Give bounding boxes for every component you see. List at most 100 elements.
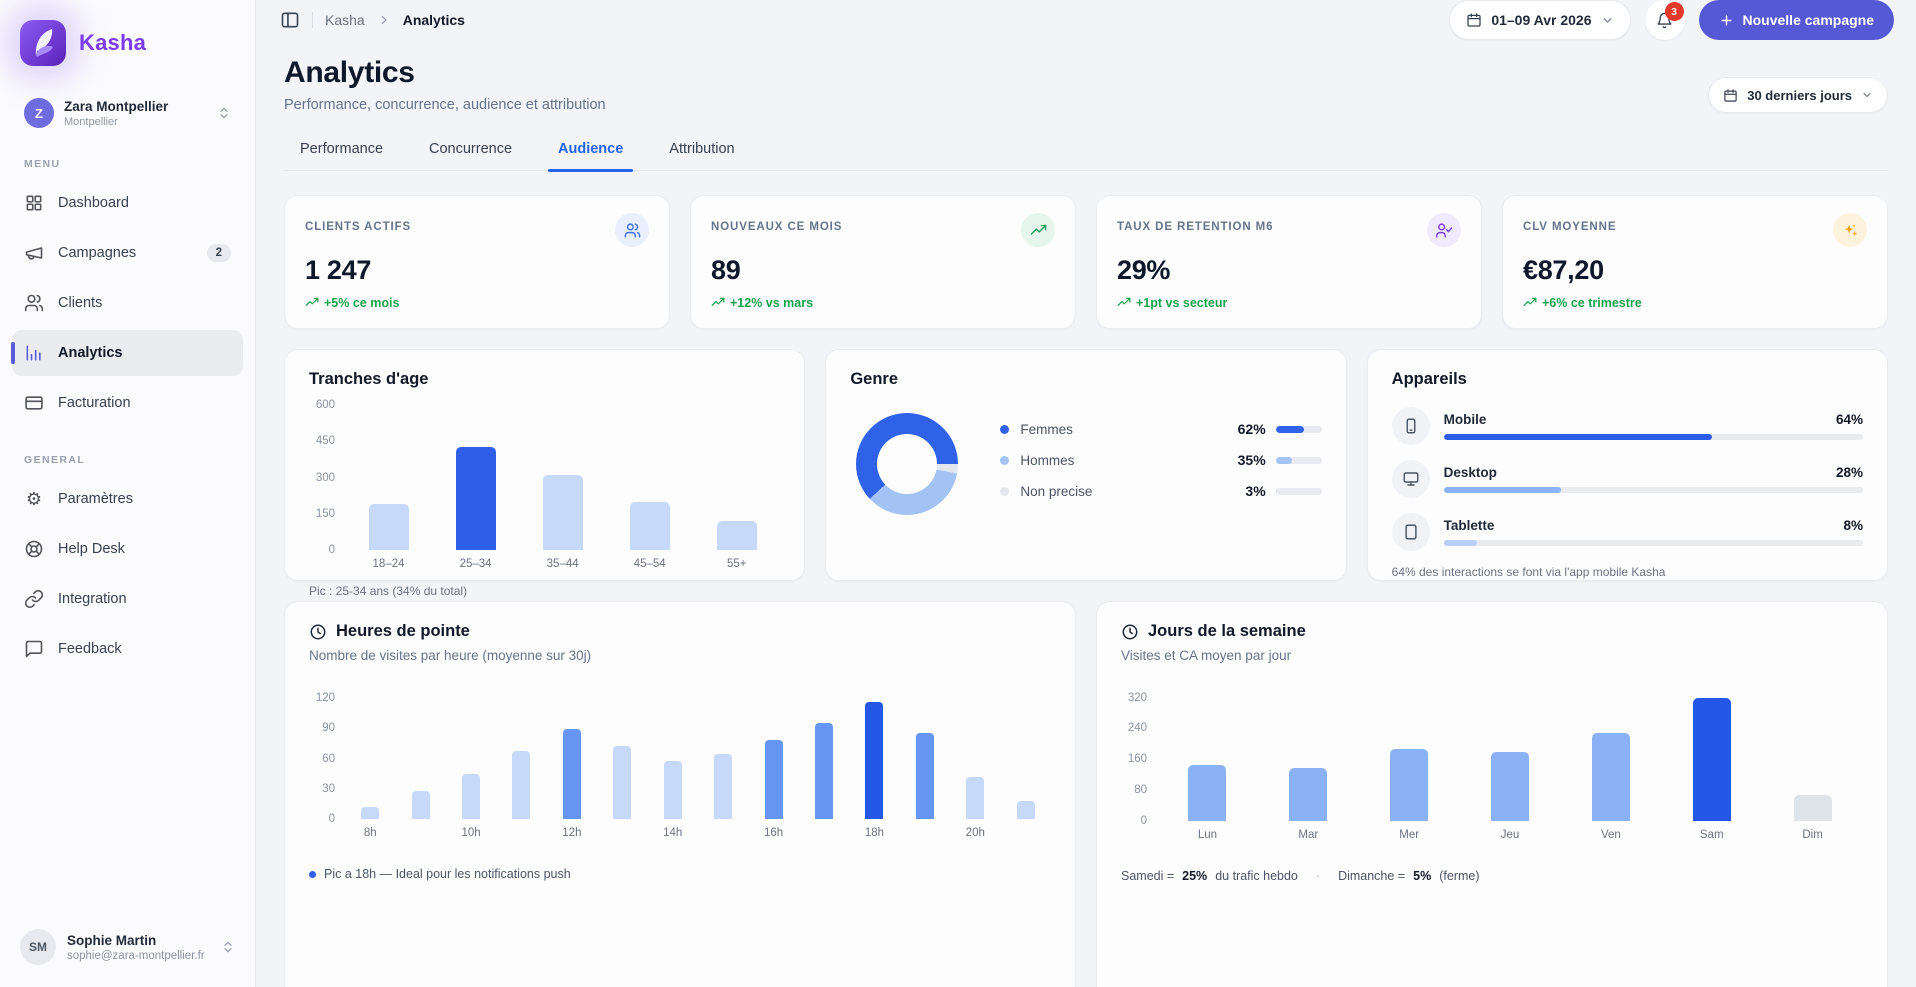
chart-subtitle: Nombre de visites par heure (moyenne sur… bbox=[309, 648, 592, 663]
sidebar-item-label: Integration bbox=[58, 591, 127, 607]
sidebar-item-facturation[interactable]: Facturation bbox=[12, 380, 243, 426]
bar bbox=[629, 502, 670, 550]
x-axis-label: 18–24 bbox=[372, 558, 405, 570]
y-axis-tick: 80 bbox=[1134, 784, 1147, 797]
trending-up-icon bbox=[1523, 296, 1537, 310]
workspace-switcher[interactable]: Z Zara Montpellier Montpellier bbox=[16, 92, 239, 134]
sidebar-toggle-button[interactable] bbox=[280, 10, 300, 30]
hours-bar-chart: 0 30 60 90 120 bbox=[309, 692, 1051, 825]
x-axis-label: Mer bbox=[1399, 829, 1420, 841]
device-value: 28% bbox=[1835, 464, 1863, 480]
bar bbox=[613, 746, 632, 819]
kpi-value: €87,20 bbox=[1523, 255, 1604, 285]
x-axis-label: 16h bbox=[763, 827, 784, 839]
date-range-label: 01–09 Avr 2026 bbox=[1491, 12, 1592, 28]
user-menu[interactable]: SM Sophie Martin sophie@zara-montpellier… bbox=[12, 921, 243, 973]
sidebar-item-analytics[interactable]: Analytics bbox=[11, 330, 243, 376]
devices-card: Appareils Mobile 64% bbox=[1366, 349, 1888, 581]
new-campaign-label: Nouvelle campagne bbox=[1742, 12, 1875, 28]
x-axis-label: 55+ bbox=[727, 558, 747, 570]
x-axis-label: 10h bbox=[461, 827, 481, 839]
chevron-down-icon bbox=[1861, 89, 1873, 101]
tab-attribution[interactable]: Attribution bbox=[669, 141, 735, 157]
chart-title: Tranches d'age bbox=[309, 370, 429, 388]
legend-value: 3% bbox=[1245, 483, 1266, 499]
user-check-icon bbox=[1427, 213, 1461, 247]
device-label: Mobile bbox=[1443, 411, 1487, 427]
sidebar-item-parametres[interactable]: ⚙ Paramètres bbox=[12, 476, 243, 522]
x-axis-label bbox=[1000, 827, 1050, 839]
tab-concurrence[interactable]: Concurrence bbox=[429, 141, 513, 157]
bar bbox=[1188, 765, 1227, 821]
users-icon bbox=[615, 213, 649, 247]
kpi-trend-label: +1pt vs secteur bbox=[1136, 296, 1228, 310]
y-axis-tick: 90 bbox=[322, 722, 335, 735]
chart-title: Genre bbox=[850, 370, 899, 388]
trending-up-icon bbox=[1117, 296, 1131, 310]
sidebar-item-campagnes[interactable]: Campagnes 2 bbox=[12, 230, 243, 276]
kpi-label: CLIENTS ACTIFS bbox=[305, 221, 412, 233]
clock-icon bbox=[309, 623, 327, 641]
x-axis-label: Dim bbox=[1802, 829, 1823, 841]
device-value: 8% bbox=[1843, 517, 1863, 533]
sidebar-item-clients[interactable]: Clients bbox=[12, 280, 243, 326]
workspace-location: Montpellier bbox=[64, 115, 118, 128]
x-axis-label: 35–44 bbox=[546, 558, 579, 570]
tab-audience[interactable]: Audience bbox=[548, 133, 634, 172]
device-value: 64% bbox=[1835, 411, 1863, 427]
new-campaign-button[interactable]: Nouvelle campagne bbox=[1698, 0, 1894, 40]
chart-footnote: 64% des interactions se font via l'app m… bbox=[1391, 565, 1666, 579]
period-selector[interactable]: 30 derniers jours bbox=[1708, 77, 1888, 113]
trending-up-icon bbox=[711, 296, 725, 310]
footnote-text: Dimanche = bbox=[1338, 869, 1406, 883]
trending-up-icon bbox=[1021, 213, 1055, 247]
sidebar-item-feedback[interactable]: Feedback bbox=[12, 626, 243, 672]
legend-mini-bar bbox=[1275, 487, 1322, 495]
tab-performance[interactable]: Performance bbox=[300, 141, 384, 157]
footnote-separator: · bbox=[1315, 869, 1321, 883]
y-axis-tick: 0 bbox=[328, 813, 335, 825]
x-axis-label: 12h bbox=[562, 827, 582, 839]
device-row-mobile: Mobile 64% bbox=[1391, 407, 1863, 445]
breadcrumb-root[interactable]: Kasha bbox=[325, 12, 365, 28]
legend-value: 62% bbox=[1237, 421, 1266, 437]
users-icon bbox=[24, 293, 44, 313]
kpi-label: TAUX DE RETENTION M6 bbox=[1117, 221, 1274, 233]
monitor-icon bbox=[1391, 460, 1430, 498]
footnote-text: (ferme) bbox=[1439, 869, 1480, 883]
sidebar-item-integration[interactable]: Integration bbox=[12, 576, 243, 622]
y-axis-tick: 600 bbox=[315, 399, 335, 411]
genre-legend: Femmes 62% Hommes 35% Non precis bbox=[1000, 413, 1322, 499]
notifications-button[interactable]: 3 bbox=[1644, 0, 1685, 40]
sidebar-item-dashboard[interactable]: Dashboard bbox=[12, 180, 243, 226]
campagnes-count-badge: 2 bbox=[206, 244, 231, 262]
bar bbox=[562, 729, 581, 819]
y-axis-tick: 60 bbox=[322, 752, 335, 765]
x-axis-label bbox=[395, 827, 445, 839]
kpi-trend-label: +12% vs mars bbox=[730, 296, 814, 310]
kpi-row: CLIENTS ACTIFS 1 247 +5% ce mois NOUVEAU… bbox=[284, 195, 1888, 329]
y-axis-tick: 0 bbox=[328, 544, 335, 556]
bar bbox=[455, 447, 496, 550]
general-section-label: GENERAL bbox=[24, 454, 86, 466]
sidebar-item-help-desk[interactable]: Help Desk bbox=[12, 526, 243, 572]
bar bbox=[865, 702, 884, 819]
y-axis-tick: 240 bbox=[1127, 722, 1147, 735]
bar bbox=[411, 791, 430, 819]
date-range-picker[interactable]: 01–09 Avr 2026 bbox=[1449, 0, 1631, 40]
bar bbox=[764, 740, 783, 819]
device-row-tablette: Tablette 8% bbox=[1391, 513, 1863, 551]
kpi-card-nouveaux: NOUVEAUX CE MOIS 89 +12% vs mars bbox=[690, 195, 1076, 329]
bar bbox=[1793, 795, 1832, 821]
sidebar: Kasha Z Zara Montpellier Montpellier MEN… bbox=[0, 0, 256, 987]
chart-subtitle: Visites et CA moyen par jour bbox=[1121, 648, 1292, 663]
x-axis-label: 25–34 bbox=[459, 558, 492, 570]
sidebar-item-label: Dashboard bbox=[58, 195, 129, 211]
footnote-strong: 5% bbox=[1413, 869, 1432, 883]
smartphone-icon bbox=[1391, 407, 1430, 445]
x-axis-label: 45–54 bbox=[633, 558, 666, 570]
lifebuoy-icon bbox=[24, 539, 44, 559]
x-axis-label: Mar bbox=[1298, 829, 1319, 841]
x-axis-label: 14h bbox=[663, 827, 683, 839]
kpi-card-clients-actifs: CLIENTS ACTIFS 1 247 +5% ce mois bbox=[284, 195, 670, 329]
